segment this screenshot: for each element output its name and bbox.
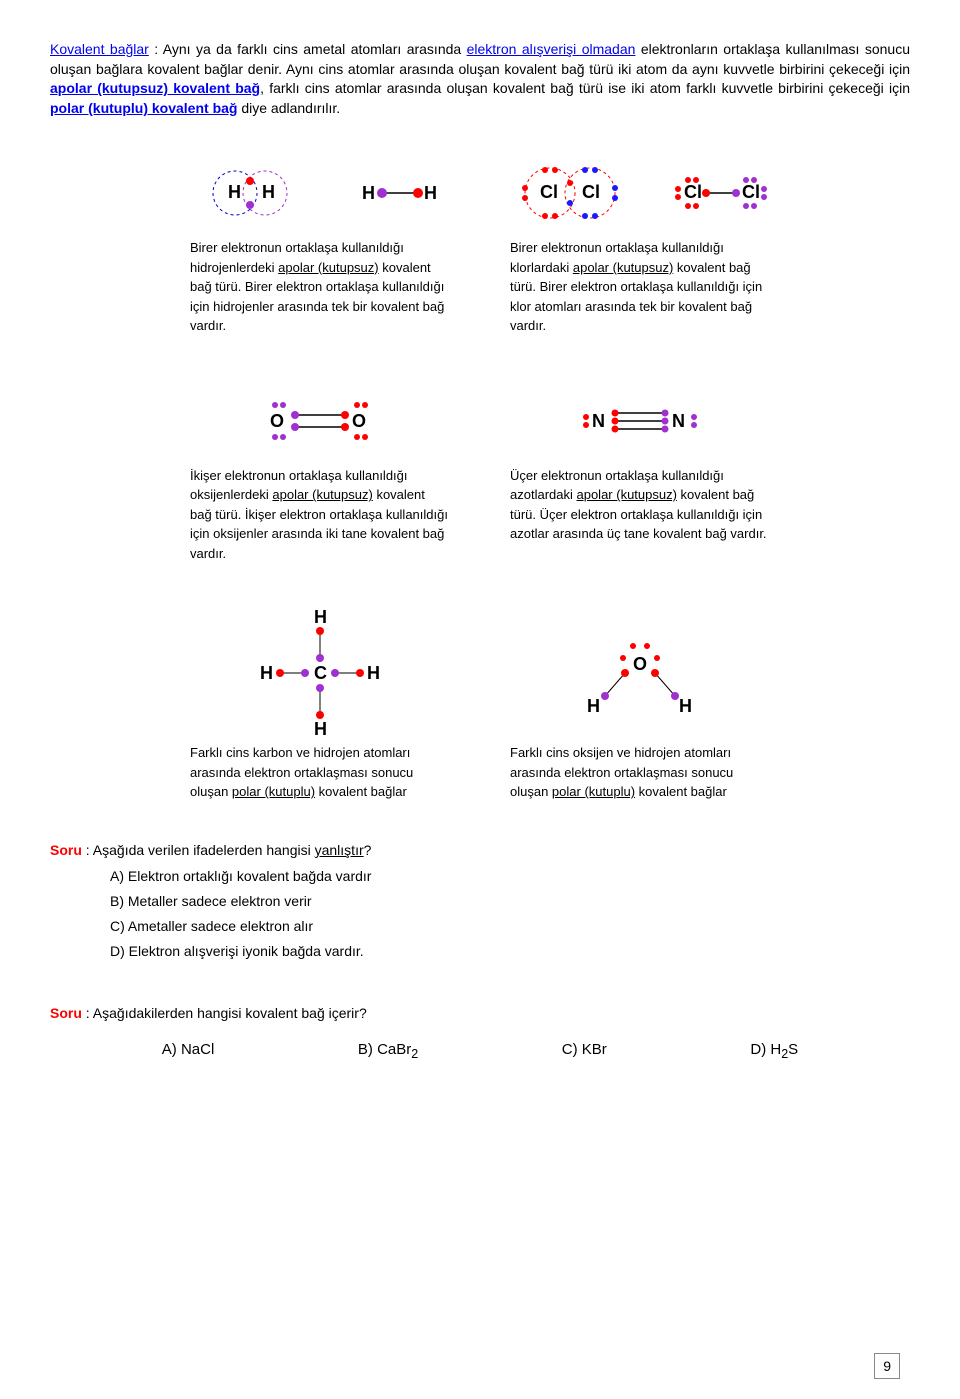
row-3: H H H H C Farklı cins karbon ve hidrojen…	[50, 603, 910, 802]
block-ch4: H H H H C Farklı cins karbon ve hidrojen…	[190, 603, 450, 802]
svg-text:H: H	[587, 696, 600, 716]
block-n2: N N Üçer elektronun ortaklaşa kullanıldı…	[510, 376, 770, 564]
svg-text:H: H	[314, 719, 327, 739]
svg-text:Cl: Cl	[540, 182, 558, 202]
h2-orbital-icon: H H	[200, 163, 320, 223]
svg-text:C: C	[314, 663, 327, 683]
caption-n2: Üçer elektronun ortaklaşa kullanıldığı a…	[510, 466, 770, 544]
svg-text:H: H	[260, 663, 273, 683]
svg-text:H: H	[424, 183, 437, 203]
cl2-bond-icon: Cl Cl	[674, 168, 770, 218]
svg-text:Cl: Cl	[742, 182, 760, 202]
diagram-h2o: O H H	[510, 603, 770, 743]
o2-bond-icon: O O	[250, 391, 390, 451]
block-cl2: Cl Cl Cl Cl Birer elektronun ortaklaşa k…	[510, 148, 770, 336]
caption-o2: İkişer elektronun ortaklaşa kullanıldığı…	[190, 466, 450, 564]
diagram-o2: O O	[190, 376, 450, 466]
row-2: O O İkişer elektronun ortaklaşa kullanıl…	[50, 376, 910, 564]
svg-text:H: H	[367, 663, 380, 683]
diagram-cl2: Cl Cl Cl Cl	[510, 148, 770, 238]
q2-options: A) NaCl B) CaBr2 C) KBr D) H2S	[90, 1041, 870, 1061]
svg-text:Cl: Cl	[582, 182, 600, 202]
h2o-icon: O H H	[565, 618, 715, 728]
block-h2: H H H H Birer elektronun ortaklaşa kulla…	[190, 148, 450, 336]
svg-text:O: O	[270, 411, 284, 431]
q1-options: A) Elektron ortaklığı kovalent bağda var…	[110, 864, 910, 965]
cl2-orbital-icon: Cl Cl	[510, 158, 634, 228]
q1-opt-b: B) Metaller sadece elektron verir	[110, 889, 910, 914]
svg-text:H: H	[314, 607, 327, 627]
svg-text:N: N	[592, 411, 605, 431]
svg-text:H: H	[228, 182, 241, 202]
caption-h2o: Farklı cins oksijen ve hidrojen atomları…	[510, 743, 770, 802]
question-1: Soru : Aşağıda verilen ifadelerden hangi…	[50, 842, 910, 858]
caption-ch4: Farklı cins karbon ve hidrojen atomları …	[190, 743, 450, 802]
svg-text:H: H	[262, 182, 275, 202]
svg-text:O: O	[633, 654, 647, 674]
n2-bond-icon: N N	[570, 391, 710, 451]
svg-text:H: H	[362, 183, 375, 203]
q1-opt-c: C) Ametaller sadece elektron alır	[110, 914, 910, 939]
block-h2o: O H H Farklı cins oksijen ve hidrojen at…	[510, 603, 770, 802]
question-2: Soru : Aşağıdakilerden hangisi kovalent …	[50, 1005, 910, 1021]
svg-text:O: O	[352, 411, 366, 431]
caption-h2: Birer elektronun ortaklaşa kullanıldığı …	[190, 238, 450, 336]
title: Kovalent bağlar	[50, 41, 149, 57]
q2-opt-d: D) H2S	[750, 1041, 798, 1061]
diagram-n2: N N	[510, 376, 770, 466]
diagram-h2: H H H H	[190, 148, 450, 238]
svg-text:N: N	[672, 411, 685, 431]
row-1: H H H H Birer elektronun ortaklaşa kulla…	[50, 148, 910, 336]
q2-opt-a: A) NaCl	[162, 1041, 215, 1061]
block-o2: O O İkişer elektronun ortaklaşa kullanıl…	[190, 376, 450, 564]
page-number: 9	[874, 1353, 900, 1379]
q1-opt-a: A) Elektron ortaklığı kovalent bağda var…	[110, 864, 910, 889]
svg-text:H: H	[679, 696, 692, 716]
q2-opt-b: B) CaBr2	[358, 1041, 418, 1061]
q2-opt-c: C) KBr	[562, 1041, 607, 1061]
caption-cl2: Birer elektronun ortaklaşa kullanıldığı …	[510, 238, 770, 336]
h2-bond-icon: H H	[360, 173, 440, 213]
diagram-ch4: H H H H C	[190, 603, 450, 743]
q1-opt-d: D) Elektron alışverişi iyonik bağda vard…	[110, 939, 910, 964]
intro-paragraph: Kovalent bağlar : Aynı ya da farklı cins…	[50, 40, 910, 118]
ch4-icon: H H H H C	[245, 603, 395, 743]
svg-text:Cl: Cl	[684, 182, 702, 202]
